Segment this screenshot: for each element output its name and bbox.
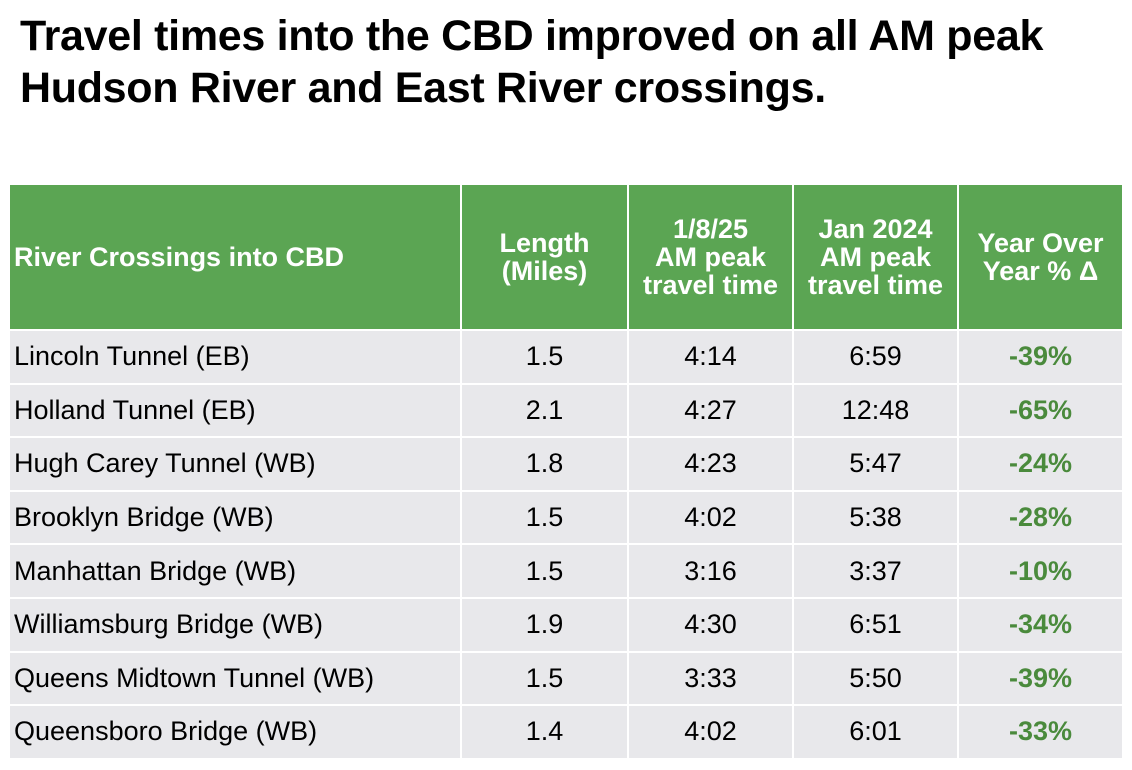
travel-time-2025-cell: 3:33 xyxy=(627,650,794,707)
yoy-change-cell: -10% xyxy=(957,543,1124,599)
header-2025-travel-time: 1/8/25 AM peak travel time xyxy=(627,183,794,331)
header-line: River Crossings into CBD xyxy=(14,242,345,272)
length-cell: 1.5 xyxy=(460,543,629,599)
crossing-name-cell: Williamsburg Bridge (WB) xyxy=(8,596,462,653)
header-length: Length (Miles) xyxy=(460,183,629,331)
travel-time-2025-cell: 4:30 xyxy=(627,596,794,653)
length-cell: 1.9 xyxy=(460,596,629,653)
table-header: River Crossings into CBD Length (Miles) … xyxy=(8,183,1124,331)
travel-time-2024-cell: 3:37 xyxy=(792,543,959,599)
travel-time-2024-cell: 5:50 xyxy=(792,650,959,707)
data-table: River Crossings into CBD Length (Miles) … xyxy=(8,183,1124,760)
yoy-change-cell: -24% xyxy=(957,436,1124,492)
travel-time-2025-cell: 4:23 xyxy=(627,436,794,492)
header-line: Year Over xyxy=(977,228,1104,258)
table-body: Lincoln Tunnel (EB) 1.5 4:14 6:59 -39% Hollan… xyxy=(8,329,1124,760)
crossing-name-cell: Manhattan Bridge (WB) xyxy=(8,543,462,599)
travel-time-2024-cell: 5:38 xyxy=(792,489,959,546)
travel-time-2025-cell: 4:02 xyxy=(627,489,794,546)
crossing-name-cell: Lincoln Tunnel (EB) xyxy=(8,329,462,385)
header-line: travel time xyxy=(807,270,944,300)
length-cell: 1.4 xyxy=(460,704,629,760)
header-line: (Miles) xyxy=(501,256,588,286)
table-row: Holland Tunnel (EB) 2.1 4:27 12:48 -65% xyxy=(8,382,1124,439)
travel-time-2025-cell: 4:14 xyxy=(627,329,794,385)
table-row: Brooklyn Bridge (WB) 1.5 4:02 5:38 -28% xyxy=(8,489,1124,546)
travel-time-2024-cell: 6:01 xyxy=(792,704,959,760)
table-row: Lincoln Tunnel (EB) 1.5 4:14 6:59 -39% xyxy=(8,329,1124,385)
travel-time-2024-cell: 12:48 xyxy=(792,382,959,439)
header-row: River Crossings into CBD Length (Miles) … xyxy=(8,183,1124,331)
header-line: 1/8/25 xyxy=(672,214,749,244)
header-line: Year % Δ xyxy=(982,256,1099,286)
travel-time-table: River Crossings into CBD Length (Miles) … xyxy=(8,183,1124,760)
header-river-crossings: River Crossings into CBD xyxy=(8,183,462,331)
table-row: Manhattan Bridge (WB) 1.5 3:16 3:37 -10% xyxy=(8,543,1124,599)
table-row: Hugh Carey Tunnel (WB) 1.8 4:23 5:47 -24% xyxy=(8,436,1124,492)
travel-time-2024-cell: 6:51 xyxy=(792,596,959,653)
table-row: Queens Midtown Tunnel (WB) 1.5 3:33 5:50 -39… xyxy=(8,650,1124,707)
crossing-name-cell: Brooklyn Bridge (WB) xyxy=(8,489,462,546)
header-line: AM peak xyxy=(654,242,767,272)
length-cell: 1.5 xyxy=(460,650,629,707)
table-row: Williamsburg Bridge (WB) 1.9 4:30 6:51 -34% xyxy=(8,596,1124,653)
yoy-change-cell: -28% xyxy=(957,489,1124,546)
yoy-change-cell: -39% xyxy=(957,329,1124,385)
header-line: Length xyxy=(499,228,590,258)
yoy-change-cell: -65% xyxy=(957,382,1124,439)
crossing-name-cell: Queens Midtown Tunnel (WB) xyxy=(8,650,462,707)
travel-time-2025-cell: 3:16 xyxy=(627,543,794,599)
travel-time-2024-cell: 5:47 xyxy=(792,436,959,492)
header-line: Jan 2024 xyxy=(818,214,933,244)
yoy-change-cell: -33% xyxy=(957,704,1124,760)
table-row: Queensboro Bridge (WB) 1.4 4:02 6:01 -33% xyxy=(8,704,1124,760)
yoy-change-cell: -39% xyxy=(957,650,1124,707)
travel-time-2025-cell: 4:27 xyxy=(627,382,794,439)
travel-time-2025-cell: 4:02 xyxy=(627,704,794,760)
length-cell: 1.8 xyxy=(460,436,629,492)
crossing-name-cell: Hugh Carey Tunnel (WB) xyxy=(8,436,462,492)
header-line: travel time xyxy=(642,270,779,300)
crossing-name-cell: Queensboro Bridge (WB) xyxy=(8,704,462,760)
chart-title: Travel times into the CBD improved on al… xyxy=(20,12,1044,112)
length-cell: 1.5 xyxy=(460,489,629,546)
yoy-change-cell: -34% xyxy=(957,596,1124,653)
header-2024-travel-time: Jan 2024 AM peak travel time xyxy=(792,183,959,331)
header-yoy-change: Year Over Year % Δ xyxy=(957,183,1124,331)
length-cell: 2.1 xyxy=(460,382,629,439)
crossing-name-cell: Holland Tunnel (EB) xyxy=(8,382,462,439)
header-line: AM peak xyxy=(819,242,932,272)
length-cell: 1.5 xyxy=(460,329,629,385)
travel-time-2024-cell: 6:59 xyxy=(792,329,959,385)
